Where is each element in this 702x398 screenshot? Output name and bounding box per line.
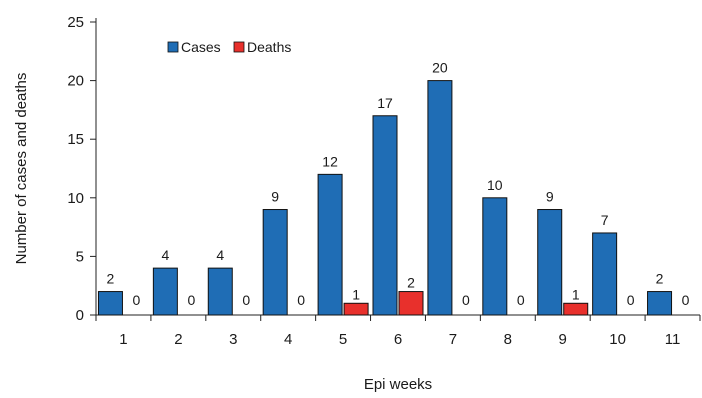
data-label-cases: 10 xyxy=(487,177,503,193)
bar-cases xyxy=(152,267,178,316)
x-tick-label: 5 xyxy=(339,331,347,348)
data-label-deaths: 0 xyxy=(187,292,195,308)
data-label-cases: 20 xyxy=(432,60,448,76)
y-axis: 0 5 10 15 20 25 xyxy=(67,14,97,324)
data-label-deaths: 0 xyxy=(242,292,250,308)
data-label-cases: 9 xyxy=(546,189,554,205)
y-tick-label: 20 xyxy=(67,73,84,90)
x-tick-label: 3 xyxy=(229,331,237,348)
data-label-deaths: 2 xyxy=(407,275,415,291)
x-tick-label: 4 xyxy=(284,331,292,348)
x-tick-label: 8 xyxy=(504,331,512,348)
bar-cases xyxy=(592,232,618,316)
y-tick-label: 25 xyxy=(67,14,84,31)
data-label-cases: 2 xyxy=(107,271,115,287)
data-label-cases: 9 xyxy=(271,189,279,205)
x-tick-label: 9 xyxy=(559,331,567,348)
legend-label-deaths: Deaths xyxy=(247,39,291,55)
data-label-deaths: 1 xyxy=(352,286,360,302)
data-label-deaths: 0 xyxy=(462,292,470,308)
data-label-cases: 17 xyxy=(377,95,393,111)
x-tick-label: 7 xyxy=(449,331,457,348)
data-label-deaths: 0 xyxy=(133,292,141,308)
bar-cases xyxy=(647,291,673,316)
x-tick-label: 11 xyxy=(665,331,681,348)
data-label-cases: 4 xyxy=(161,247,169,263)
bar-cases xyxy=(427,80,453,316)
bar-cases xyxy=(262,209,288,316)
data-label-deaths: 0 xyxy=(517,292,525,308)
data-label-deaths: 0 xyxy=(627,292,635,308)
bar-cases xyxy=(372,115,398,316)
bar-cases xyxy=(482,197,508,316)
x-tick-label: 2 xyxy=(174,331,182,348)
bar-cases xyxy=(97,291,123,316)
y-tick-label: 15 xyxy=(67,131,84,148)
bar-deaths xyxy=(343,302,369,316)
legend-swatch-cases xyxy=(167,41,179,53)
bars xyxy=(97,80,673,316)
data-label-cases: 12 xyxy=(322,153,338,169)
y-tick-label: 10 xyxy=(67,190,84,207)
data-label-cases: 4 xyxy=(216,247,224,263)
bar-deaths xyxy=(563,302,589,316)
legend-swatch-deaths xyxy=(233,41,245,53)
y-tick-label: 0 xyxy=(76,307,84,324)
bar-cases xyxy=(207,267,233,316)
x-axis: 1 2 3 4 5 6 7 8 9 10 11 xyxy=(95,314,701,348)
data-label-deaths: 0 xyxy=(297,292,305,308)
legend-label-cases: Cases xyxy=(181,39,221,55)
data-label-cases: 2 xyxy=(656,271,664,287)
legend: Cases Deaths xyxy=(167,39,291,55)
x-axis-title: Epi weeks xyxy=(364,376,432,393)
x-tick-label: 1 xyxy=(119,331,127,348)
y-tick-label: 5 xyxy=(76,248,84,265)
data-label-cases: 7 xyxy=(601,212,609,228)
bar-deaths xyxy=(398,291,424,316)
bar-cases xyxy=(537,209,563,316)
x-tick-label: 10 xyxy=(609,331,626,348)
bar-cases xyxy=(317,173,343,316)
data-label-deaths: 0 xyxy=(682,292,690,308)
y-axis-title: Number of cases and deaths xyxy=(13,73,30,265)
data-label-deaths: 1 xyxy=(572,286,580,302)
x-tick-label: 6 xyxy=(394,331,402,348)
